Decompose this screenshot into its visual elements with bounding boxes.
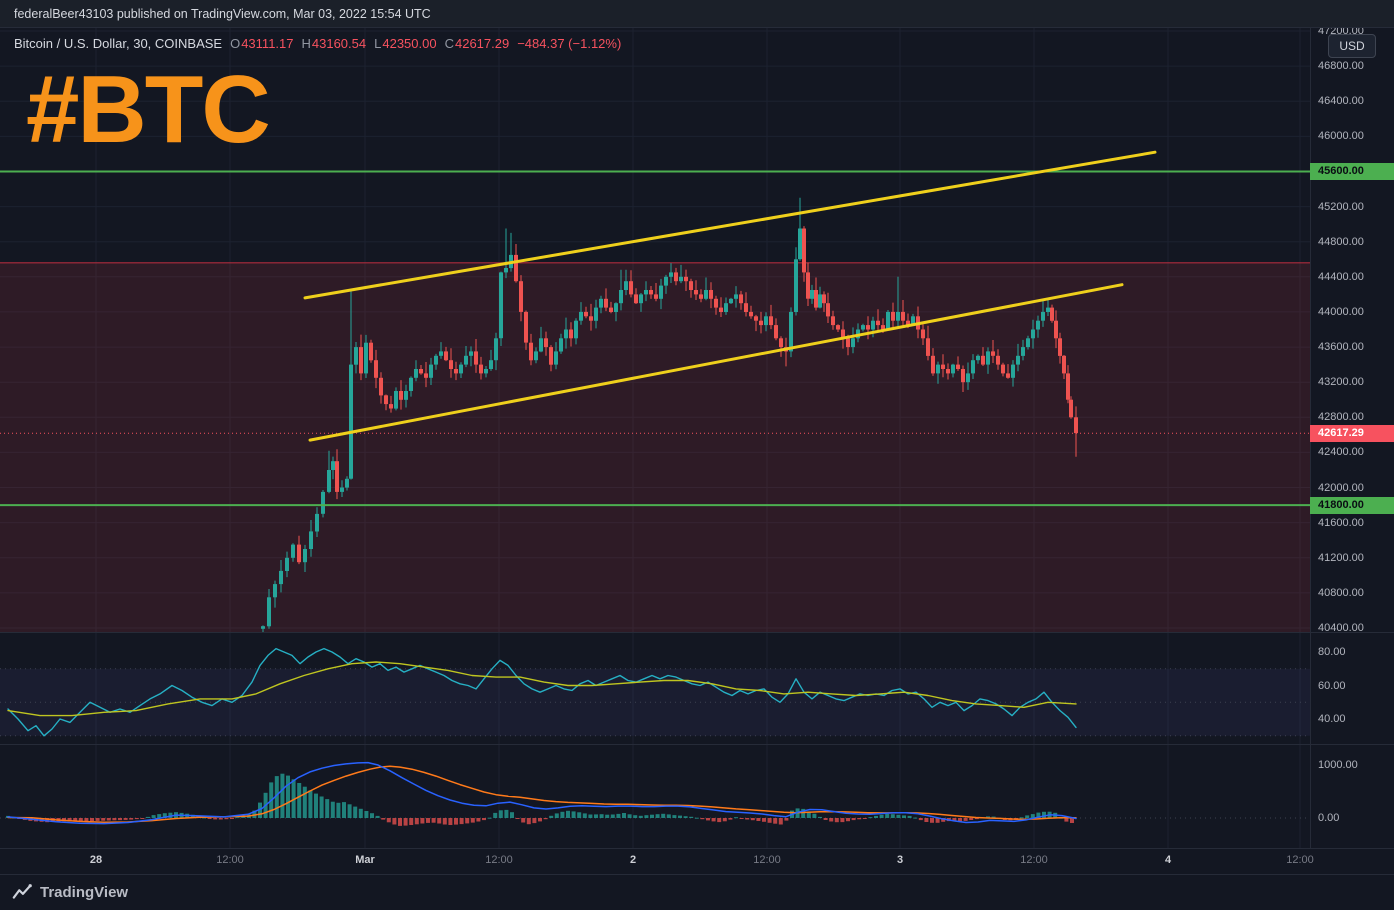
price-tick-label: 42800.00 (1318, 411, 1364, 424)
macd-indicator (6, 761, 1077, 826)
close-value: 42617.29 (454, 36, 510, 51)
rsi-tick-label: 80.00 (1318, 646, 1346, 658)
price-tick-label: 41600.00 (1318, 516, 1364, 529)
change-value: −484.37 (−1.12%) (517, 36, 622, 51)
trend-channel[interactable] (303, 150, 1157, 442)
rsi-band (0, 668, 1310, 819)
price-tick-label: 40400.00 (1318, 622, 1364, 634)
price-tick-label: 43600.00 (1318, 341, 1364, 354)
price-tick-label: 41200.00 (1318, 551, 1364, 564)
tradingview-brand[interactable]: TradingView (40, 884, 129, 901)
price-tick-label: 44400.00 (1318, 270, 1364, 283)
watermark-text[interactable]: #BTC (26, 56, 271, 163)
time-tick-label: 28 (89, 854, 103, 866)
level-price-label: 41800.00 (1310, 497, 1394, 515)
publish-bar: federalBeer43103 published on TradingVie… (0, 0, 1394, 28)
time-tick-label: 12:00 (216, 854, 244, 866)
price-tick-label: 42000.00 (1318, 481, 1364, 494)
low-label: L (374, 36, 382, 51)
time-tick-label: 12:00 (1020, 854, 1048, 866)
rsi-indicator (7, 647, 1077, 737)
time-tick-label: Mar (355, 854, 375, 866)
macd-tick-label: 1000.00 (1318, 759, 1358, 771)
high-value: 43160.54 (311, 36, 367, 51)
symbol-title: Bitcoin / U.S. Dollar, 30, COINBASE (14, 36, 223, 51)
time-tick-label: 3 (896, 854, 904, 866)
ohlc-open: O 43111.17 (230, 36, 293, 51)
price-tick-label: 45200.00 (1318, 200, 1364, 213)
tradingview-logo-icon[interactable] (12, 883, 32, 903)
price-tick-label: 42400.00 (1318, 446, 1364, 459)
rsi-tick-label: 40.00 (1318, 713, 1346, 725)
ohlc-low: L 42350.00 (374, 36, 436, 51)
ohlc-high: H 43160.54 (302, 36, 367, 51)
price-tick-label: 44000.00 (1318, 305, 1364, 318)
open-value: 43111.17 (241, 36, 294, 51)
candlestick-series (261, 197, 1078, 632)
price-tick-label: 46000.00 (1318, 130, 1364, 143)
open-label: O (230, 36, 241, 51)
footer-bar: TradingView (0, 874, 1394, 910)
price-tick-label: 46400.00 (1318, 95, 1364, 108)
macd-tick-label: 0.00 (1318, 812, 1340, 824)
time-tick-label: 2 (629, 854, 637, 866)
low-value: 42350.00 (382, 36, 437, 51)
price-tick-label: 46800.00 (1318, 60, 1364, 73)
time-axis[interactable]: 28 12:00 Mar 12:00 2 12:00 3 12:00 4 12:00 (0, 848, 1394, 874)
highlight-zone[interactable] (0, 262, 1310, 632)
support-resistance-lines[interactable] (0, 170, 1310, 507)
price-axis[interactable]: USD 47200.0046800.0046400.0046000.004560… (1310, 25, 1394, 848)
price-tick-label: 40800.00 (1318, 586, 1364, 599)
currency-toggle-button[interactable]: USD (1328, 34, 1376, 58)
time-tick-label: 12:00 (485, 854, 513, 866)
grid-lines (0, 28, 1310, 848)
close-label: C (444, 36, 454, 51)
rsi-tick-label: 60.00 (1318, 679, 1346, 692)
last-price-label: 42617.29 (1310, 425, 1394, 443)
level-price-label: 45600.00 (1310, 163, 1394, 181)
price-tick-label: 44800.00 (1318, 235, 1364, 248)
publish-info-text: federalBeer43103 published on TradingVie… (14, 6, 431, 21)
price-tick-label: 43200.00 (1318, 376, 1364, 389)
symbol-legend[interactable]: Bitcoin / U.S. Dollar, 30, COINBASE O 431… (14, 36, 621, 51)
high-label: H (301, 36, 311, 51)
time-tick-label: 4 (1164, 854, 1172, 866)
time-tick-label: 12:00 (753, 854, 781, 866)
ohlc-close: C 42617.29 (445, 36, 510, 51)
time-tick-label: 12:00 (1286, 854, 1314, 866)
